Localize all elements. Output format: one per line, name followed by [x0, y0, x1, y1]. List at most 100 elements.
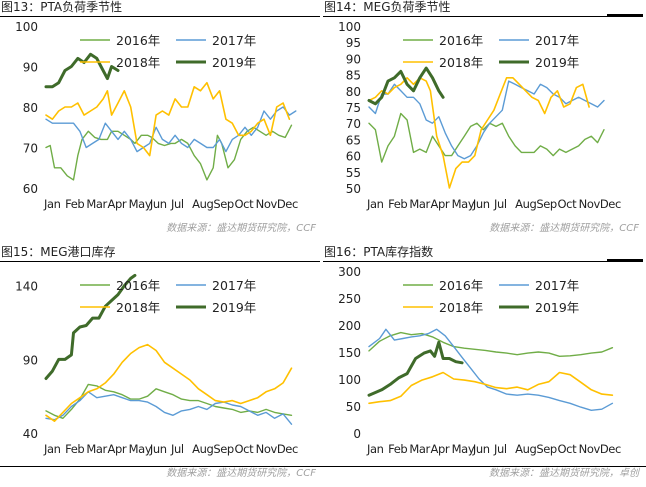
- y-tick-label: 300: [338, 265, 361, 279]
- x-tick-label: Jan: [43, 197, 61, 211]
- y-tick-label: 90: [23, 61, 38, 75]
- x-tick-label: Aug: [515, 197, 536, 211]
- chart-source: 数据来源：盛达期货研究院，CCF: [166, 468, 316, 479]
- x-tick-label: Jul: [493, 442, 507, 456]
- y-tick-label: 65: [346, 133, 361, 147]
- y-tick-label: 0: [353, 427, 361, 441]
- x-tick-label: Sep: [213, 197, 234, 211]
- series-line-2017: [368, 80, 605, 160]
- y-tick-label: 100: [338, 373, 361, 387]
- y-tick-label: 100: [338, 20, 361, 34]
- legend-label: 2017年: [535, 33, 579, 48]
- x-tick-label: Mar: [86, 442, 107, 456]
- x-tick-label: Apr: [431, 197, 450, 211]
- x-tick-label: Sep: [536, 442, 557, 456]
- chart-title: 图14：MEG负荷季节性: [324, 0, 451, 14]
- x-tick-label: Oct: [558, 197, 578, 211]
- x-tick-label: Nov: [579, 197, 601, 211]
- title-accent-bar: [607, 259, 643, 262]
- x-tick-label: Jun: [149, 197, 167, 211]
- legend-label: 2018年: [439, 55, 483, 70]
- legend-label: 2018年: [116, 55, 160, 70]
- title-divider: [0, 16, 320, 17]
- x-tick-label: May: [129, 197, 152, 211]
- legend-label: 2016年: [116, 33, 160, 48]
- x-tick-label: Aug: [192, 197, 213, 211]
- y-tick-label: 85: [346, 69, 361, 83]
- x-tick-label: Nov: [256, 442, 278, 456]
- legend-label: 2017年: [212, 33, 256, 48]
- series-line-2016: [368, 331, 614, 358]
- x-tick-label: Jan: [366, 442, 384, 456]
- y-tick-label: 100: [15, 20, 38, 34]
- series-line-2018: [368, 76, 590, 189]
- x-tick-label: Aug: [192, 442, 213, 456]
- x-tick-label: Apr: [431, 442, 450, 456]
- x-tick-label: Sep: [213, 442, 234, 456]
- y-tick-label: 80: [23, 101, 38, 115]
- y-tick-label: 90: [23, 353, 38, 367]
- x-tick-label: Apr: [108, 442, 127, 456]
- series-line-2016: [368, 112, 605, 163]
- series-line-2019: [44, 52, 120, 89]
- x-tick-label: May: [452, 197, 475, 211]
- y-tick-label: 55: [346, 166, 361, 180]
- legend-label: 2019年: [535, 55, 579, 70]
- title-divider: [0, 261, 320, 262]
- title-accent-bar: [607, 14, 643, 17]
- chart-source: 数据来源：盛达期货研究院，CCF: [489, 223, 639, 234]
- y-tick-label: 150: [338, 346, 361, 360]
- x-tick-label: Mar: [409, 197, 430, 211]
- legend-label: 2016年: [439, 278, 483, 293]
- x-tick-label: Oct: [235, 197, 255, 211]
- legend-label: 2016年: [116, 278, 160, 293]
- chart-panel-pta-inventory-index: 图16：PTA库存指数 0 50 100 150 200 250 300 Jan Feb Mar A…: [323, 245, 643, 485]
- y-tick-label: 60: [346, 150, 361, 164]
- series-line-2016: [45, 124, 293, 181]
- x-tick-label: Jul: [170, 442, 184, 456]
- x-tick-label: Nov: [256, 197, 278, 211]
- chart-title: 图16：PTA库存指数: [324, 245, 434, 259]
- x-tick-label: Feb: [65, 442, 84, 456]
- y-tick-label: 95: [346, 36, 361, 50]
- series-line-2018: [45, 343, 293, 422]
- y-tick-label: 200: [338, 319, 361, 333]
- legend-label: 2019年: [535, 300, 579, 315]
- series-line-2017: [45, 106, 297, 153]
- x-tick-label: Oct: [235, 442, 255, 456]
- chart-panel-meg-load: 图14：MEG负荷季节性 50 55 60 65 70 75 80 85 90 95 100 Jan F…: [323, 0, 643, 240]
- x-tick-label: Jun: [149, 442, 167, 456]
- chart-source: 数据来源：盛达期货研究院，CCF: [166, 223, 316, 234]
- legend-label: 2016年: [439, 33, 483, 48]
- x-tick-label: Dec: [600, 442, 621, 456]
- y-tick-label: 50: [346, 182, 361, 196]
- y-tick-label: 60: [23, 182, 38, 196]
- y-tick-label: 50: [346, 400, 361, 414]
- chart-title: 图13：PTA负荷季节性: [1, 0, 123, 14]
- x-tick-label: Feb: [65, 197, 84, 211]
- page-bottom-rule: [0, 466, 646, 467]
- legend-label: 2018年: [116, 300, 160, 315]
- x-tick-label: Jun: [472, 442, 490, 456]
- x-tick-label: Apr: [108, 197, 127, 211]
- x-tick-label: Dec: [277, 197, 298, 211]
- x-tick-label: Jun: [472, 197, 490, 211]
- x-tick-label: Oct: [558, 442, 578, 456]
- series-line-2019: [367, 66, 445, 106]
- y-tick-label: 250: [338, 292, 361, 306]
- x-tick-label: Sep: [536, 197, 557, 211]
- x-tick-label: Jul: [170, 197, 184, 211]
- x-tick-label: May: [129, 442, 152, 456]
- legend-label: 2017年: [535, 278, 579, 293]
- chart-source: 数据来源：盛达期货研究院，卓创: [489, 468, 639, 479]
- legend-label: 2019年: [212, 300, 256, 315]
- series-line-2017: [368, 328, 614, 412]
- legend-label: 2019年: [212, 55, 256, 70]
- title-divider: [323, 261, 643, 262]
- chart-panel-pta-load: 图13：PTA负荷季节性 60 70 80 90 100 Jan Feb Mar Apr May J…: [0, 0, 320, 240]
- series-line-2018: [368, 371, 614, 405]
